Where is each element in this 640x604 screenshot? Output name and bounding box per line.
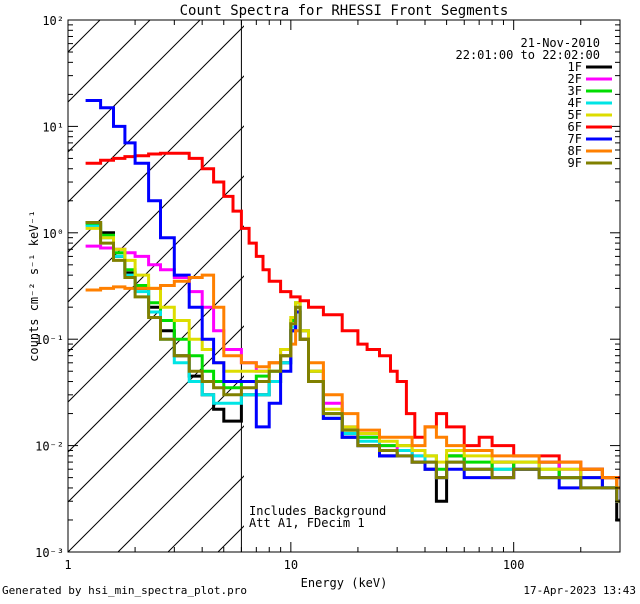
x-tick-label: 100 <box>503 558 525 572</box>
hatched-region <box>0 0 244 552</box>
footer-timestamp: 17-Apr-2023 13:43 <box>523 584 636 597</box>
series-line-9f <box>85 221 620 503</box>
y-axis-label: counts cm⁻² s⁻¹ keV⁻¹ <box>27 210 41 362</box>
series-line-7f <box>85 99 620 503</box>
series-layer <box>85 99 620 522</box>
hatch-line <box>68 175 244 353</box>
series-line-6f <box>85 151 620 480</box>
hatch-line <box>68 20 151 103</box>
legend-label-1f: 1F <box>568 60 582 74</box>
hatch-line <box>68 125 244 303</box>
y-tick-label: 10² <box>42 14 64 28</box>
y-tick-label: 10⁻² <box>35 440 64 454</box>
x-tick-label: 1 <box>64 558 71 572</box>
legend-label-5f: 5F <box>568 108 582 122</box>
plot-frame <box>67 19 621 553</box>
legend-label-8f: 8F <box>568 144 582 158</box>
chart-title: Count Spectra for RHESSI Front Segments <box>180 3 509 19</box>
series-line-3f <box>85 222 620 490</box>
date-label: 21-Nov-2010 <box>521 36 600 50</box>
hatch-line <box>68 25 244 203</box>
series-line-5f <box>85 226 620 490</box>
annotation-background: Includes Background <box>249 504 386 518</box>
legend-label-7f: 7F <box>568 132 582 146</box>
hatch-line <box>68 225 244 403</box>
hatch-line <box>68 275 244 453</box>
x-tick-label: 10 <box>284 558 298 572</box>
annotation-attenuator: Att A1, FDecim 1 <box>249 516 365 530</box>
hatch-line <box>68 325 244 503</box>
hatch-line <box>117 425 244 552</box>
legend-label-2f: 2F <box>568 72 582 86</box>
time-range-label: 22:01:00 to 22:02:00 <box>456 48 601 62</box>
legend-label-9f: 9F <box>568 156 582 170</box>
legend-label-6f: 6F <box>568 120 582 134</box>
hatch-line <box>68 375 244 552</box>
legend-label-4f: 4F <box>568 96 582 110</box>
hatch-line <box>68 20 101 53</box>
footer-generated-by: Generated by hsi_min_spectra_plot.pro <box>2 584 247 597</box>
x-axis-label: Energy (keV) <box>301 576 388 590</box>
y-tick-label: 10⁻¹ <box>35 333 64 347</box>
axes: 1 10 100 10⁻³ 10⁻² 10⁻¹ 10⁰ 10¹ 10² <box>35 14 621 572</box>
hatch-line <box>68 75 244 253</box>
y-tick-label: 10¹ <box>42 120 64 134</box>
y-tick-label: 10⁰ <box>42 227 64 241</box>
y-tick-label: 10⁻³ <box>35 546 64 560</box>
hatch-line <box>68 20 201 153</box>
hatch-line <box>0 0 88 552</box>
legend-label-3f: 3F <box>568 84 582 98</box>
